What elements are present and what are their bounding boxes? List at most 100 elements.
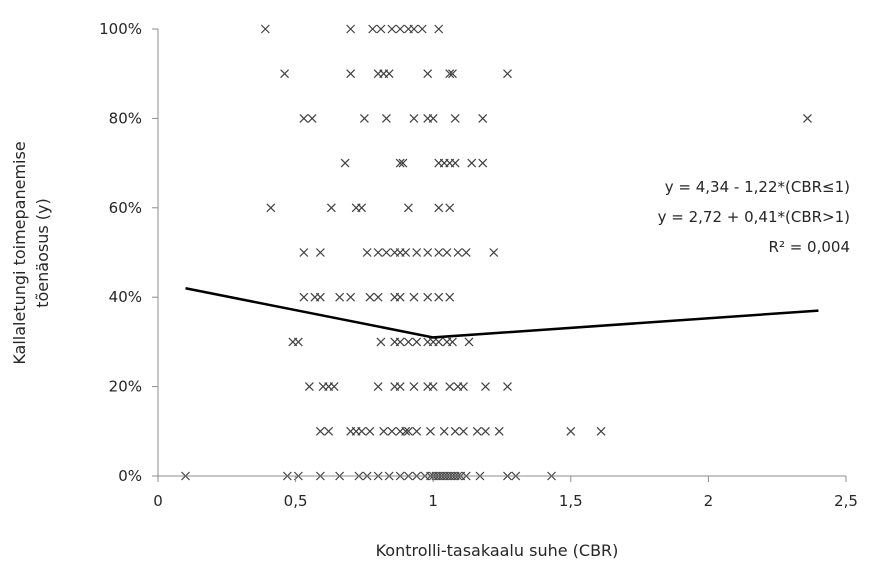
equation-line-1: y = 4,34 - 1,22*(CBR≤1) [665, 178, 850, 196]
data-point [299, 113, 309, 123]
data-point [453, 248, 463, 257]
data-point [379, 426, 389, 436]
data-point [346, 24, 356, 34]
data-point [434, 292, 444, 302]
data-point [467, 158, 477, 168]
data-point [346, 69, 356, 79]
data-point [260, 24, 270, 34]
data-point [395, 382, 405, 392]
data-point [426, 426, 435, 436]
data-point [280, 69, 290, 79]
data-point [315, 248, 325, 257]
data-point [373, 382, 383, 392]
data-point [326, 203, 336, 213]
data-point [423, 292, 433, 302]
data-point [346, 292, 356, 302]
data-point [362, 248, 372, 257]
data-point [489, 248, 499, 257]
data-point [299, 248, 309, 257]
data-point [335, 292, 345, 302]
data-point [340, 158, 350, 168]
data-point [803, 113, 812, 123]
data-point [376, 24, 386, 34]
y-tick-label: 100% [99, 20, 142, 38]
x-tick-label: 1,5 [559, 492, 583, 510]
data-point [503, 69, 512, 79]
data-point [503, 382, 512, 392]
data-point [445, 69, 455, 79]
data-point [395, 24, 405, 34]
tick-labels: 0% 20% 40% 60% 80% 100% 0 0,5 1 1,5 2 2,5 [99, 20, 858, 510]
data-point [404, 337, 413, 347]
x-tick-label: 0 [153, 492, 163, 510]
y-axis-title-line-2: tõenäosus (y) [33, 198, 52, 308]
data-point [472, 426, 482, 436]
data-point [384, 69, 394, 79]
y-axis-title-line-1: Kallaletungi toimepanemise [10, 141, 29, 364]
x-axis-title: Kontrolli-tasakaalu suhe (CBR) [376, 541, 619, 560]
data-point [445, 203, 455, 213]
data-point [387, 426, 397, 436]
x-tick-label: 2 [704, 492, 714, 510]
y-tick-label: 40% [109, 288, 142, 306]
x-tick-label: 0,5 [284, 492, 308, 510]
data-point [566, 426, 576, 436]
data-point [417, 24, 427, 34]
data-point [423, 69, 433, 79]
data-point [448, 69, 457, 79]
data-point [423, 248, 433, 257]
data-point [376, 337, 386, 347]
data-point [387, 24, 397, 34]
data-point [293, 337, 303, 347]
data-point [357, 203, 367, 213]
data-point [357, 426, 367, 436]
data-point [434, 248, 444, 257]
data-point [481, 426, 490, 436]
data-point [461, 248, 471, 257]
data-markers [181, 24, 812, 481]
data-point [439, 426, 449, 436]
y-tick-label: 0% [118, 467, 142, 485]
data-point [459, 382, 468, 392]
data-point [304, 382, 314, 392]
data-point [494, 426, 504, 436]
x-tick-label: 2,5 [834, 492, 858, 510]
y-tick-label: 60% [109, 199, 142, 217]
data-point [596, 426, 606, 436]
data-point [434, 203, 444, 213]
data-point [381, 248, 391, 257]
trend-line [185, 287, 819, 339]
data-point [478, 158, 488, 168]
data-point [450, 113, 460, 123]
data-point [442, 248, 452, 257]
data-point [395, 337, 405, 347]
x-tick-label: 1 [428, 492, 438, 510]
data-point [445, 292, 455, 302]
data-point [381, 113, 391, 123]
regression-equations: y = 4,34 - 1,22*(CBR≤1) y = 2,72 + 0,41*… [658, 178, 850, 256]
data-point [401, 426, 411, 436]
y-tick-label: 20% [109, 378, 142, 396]
data-point [450, 158, 460, 168]
data-point [481, 382, 490, 392]
data-point [395, 158, 405, 168]
data-point [459, 426, 468, 436]
data-point [329, 382, 339, 392]
data-point [412, 426, 422, 436]
data-point [404, 426, 413, 436]
data-point [445, 382, 455, 392]
data-point [299, 292, 309, 302]
data-point [365, 426, 375, 436]
axes [157, 29, 846, 477]
data-point [315, 292, 325, 302]
data-point [373, 248, 383, 257]
data-point [409, 113, 419, 123]
data-point [398, 158, 408, 168]
equation-line-2: y = 2,72 + 0,41*(CBR>1) [658, 208, 850, 226]
data-point [409, 24, 419, 34]
data-point [365, 292, 375, 302]
data-point [434, 337, 444, 347]
data-point [307, 113, 317, 123]
data-point [478, 113, 488, 123]
